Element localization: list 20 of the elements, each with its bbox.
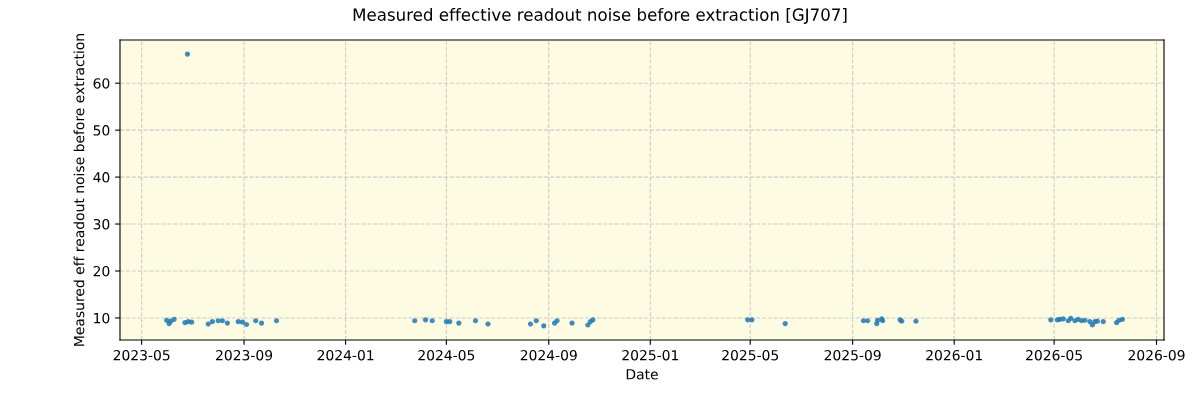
x-tick-label: 2025-09 [824,349,881,361]
y-tick-label: 10 [94,312,110,324]
x-axis-title: Date [626,369,658,380]
y-tick-label: 40 [93,172,110,183]
x-tick-label: 2026-05 [1026,349,1082,361]
x-tick-label: 2025-01 [622,349,679,361]
chart-title: Measured effective readout noise before extraction [GJ707] [353,8,847,24]
y-axis-title: Measured eff readout noise before extraction [73,34,85,346]
x-tick-label: 2023-05 [113,349,170,361]
x-tick-label: 2026-09 [1128,349,1185,361]
x-tick-label: 2023-09 [216,349,273,361]
x-tick-label: 2024-01 [317,349,374,361]
x-tick-label: 2025-05 [722,349,779,361]
x-tick-label: 2024-05 [418,349,475,361]
y-tick-label: 50 [93,125,110,136]
y-tick-label: 20 [93,265,110,277]
x-tick-label: 2026-01 [926,349,982,361]
x-tick-label: 2024-09 [520,349,577,361]
y-tick-label: 30 [93,219,110,230]
y-tick-label: 60 [93,78,110,89]
